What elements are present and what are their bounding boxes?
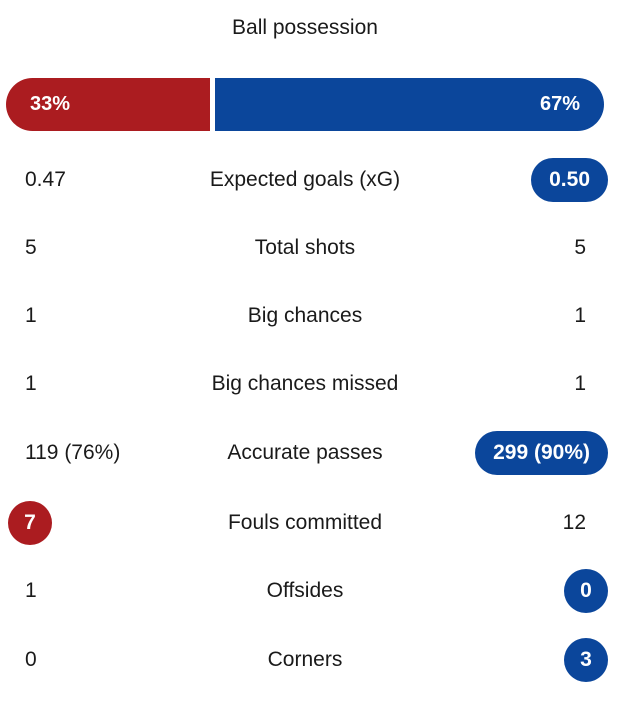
stat-home-value: 1 bbox=[25, 579, 37, 602]
stat-row-corners: 0 Corners 3 bbox=[0, 638, 610, 682]
stat-label: Big chances missed bbox=[211, 372, 399, 395]
stat-label: Total shots bbox=[254, 236, 356, 259]
stat-row-accurate-passes: 119 (76%) Accurate passes 299 (90%) bbox=[0, 431, 610, 475]
stat-row-offsides: 1 Offsides 0 bbox=[0, 569, 610, 613]
possession-bar: 33% 67% bbox=[6, 78, 604, 131]
stat-away-value: 12 bbox=[562, 511, 586, 534]
stat-home-value: 5 bbox=[25, 236, 37, 259]
stat-home-value: 0 bbox=[25, 648, 37, 671]
stat-home-value: 1 bbox=[25, 372, 37, 395]
stat-label: Big chances bbox=[247, 304, 363, 327]
stat-home-value: 7 bbox=[8, 501, 52, 545]
possession-away-segment: 67% bbox=[214, 78, 604, 131]
stat-row-xg: 0.47 Expected goals (xG) 0.50 bbox=[0, 158, 610, 202]
possession-away-value: 67% bbox=[539, 93, 580, 115]
stat-label: Corners bbox=[267, 648, 343, 671]
possession-home-value: 33% bbox=[30, 93, 71, 115]
stat-away-value: 1 bbox=[574, 372, 586, 395]
stat-home-value: 0.47 bbox=[25, 168, 66, 191]
stat-away-value: 299 (90%) bbox=[475, 431, 608, 475]
stat-label: Fouls committed bbox=[227, 511, 383, 534]
stat-label: Expected goals (xG) bbox=[209, 168, 401, 191]
stat-home-value: 119 (76%) bbox=[25, 441, 121, 464]
stat-row-big-chances: 1 Big chances 1 bbox=[0, 294, 610, 338]
stat-away-value: 3 bbox=[564, 638, 608, 682]
stat-away-value: 5 bbox=[574, 236, 586, 259]
stat-away-value: 0 bbox=[564, 569, 608, 613]
stat-label: Offsides bbox=[266, 579, 344, 602]
stat-away-value: 0.50 bbox=[531, 158, 608, 202]
ball-possession-title: Ball possession bbox=[232, 16, 378, 39]
stat-away-value: 1 bbox=[574, 304, 586, 327]
stat-row-fouls-committed: 7 Fouls committed 12 bbox=[0, 501, 610, 545]
stat-home-value: 1 bbox=[25, 304, 37, 327]
stat-row-big-chances-missed: 1 Big chances missed 1 bbox=[0, 362, 610, 406]
stat-label: Accurate passes bbox=[227, 441, 383, 464]
possession-home-segment: 33% bbox=[6, 78, 210, 131]
stat-row-total-shots: 5 Total shots 5 bbox=[0, 226, 610, 270]
